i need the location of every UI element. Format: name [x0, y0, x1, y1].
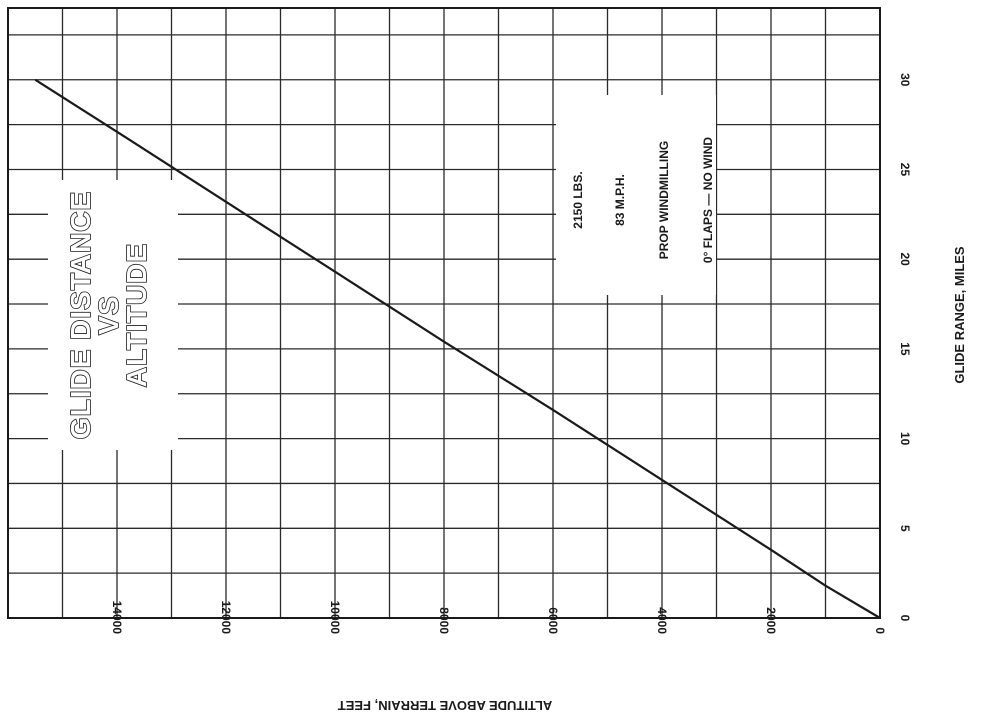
- range-tick-20: 20: [898, 252, 912, 266]
- range-tick-5: 5: [898, 525, 912, 532]
- altitude-tick-8000: 8000: [437, 607, 451, 634]
- glide-series: [34, 78, 881, 619]
- title-line-3: ALTITUDE: [121, 243, 152, 387]
- range-tick-labels: 0 5 10 15 20 25 30: [898, 73, 912, 622]
- altitude-tick-2000: 2000: [764, 607, 778, 634]
- altitude-tick-4000: 4000: [655, 607, 669, 634]
- altitude-tick-0: 0: [873, 627, 887, 634]
- range-tick-0: 0: [898, 615, 912, 622]
- range-tick-10: 10: [898, 432, 912, 446]
- altitude-tick-10000: 10000: [328, 601, 342, 635]
- altitude-tick-14000: 14000: [110, 601, 124, 635]
- chart-title: GLIDE DISTANCE VS ALTITUDE: [64, 190, 153, 440]
- note-prop: PROP WINDMILLING: [657, 141, 671, 259]
- title-line-1: GLIDE DISTANCE: [65, 191, 96, 439]
- conditions-notes: 2150 LBS. 83 M.P.H. PROP WINDMILLING 0° …: [571, 137, 715, 263]
- range-tick-15: 15: [898, 342, 912, 356]
- note-flaps: 0° FLAPS — NO WIND: [701, 137, 715, 263]
- note-weight: 2150 LBS.: [571, 171, 585, 228]
- range-tick-30: 30: [898, 73, 912, 87]
- title-background: [48, 180, 178, 450]
- text-backgrounds: [48, 95, 716, 450]
- y-axis-label: GLIDE RANGE, MILES: [952, 246, 967, 384]
- notes-background: [556, 95, 716, 295]
- note-speed: 83 M.P.H.: [613, 174, 627, 226]
- range-tick-25: 25: [898, 163, 912, 177]
- altitude-tick-labels: 0 2000 4000 6000 8000 10000 12000 14000: [110, 601, 887, 635]
- title-line-2: VS: [93, 295, 124, 334]
- x-axis-label: ALTITUDE ABOVE TERRAIN, FEET: [338, 698, 553, 713]
- altitude-tick-12000: 12000: [219, 601, 233, 635]
- plot-frame: [7, 7, 881, 619]
- series-line-0: [34, 78, 881, 619]
- altitude-tick-6000: 6000: [546, 607, 560, 634]
